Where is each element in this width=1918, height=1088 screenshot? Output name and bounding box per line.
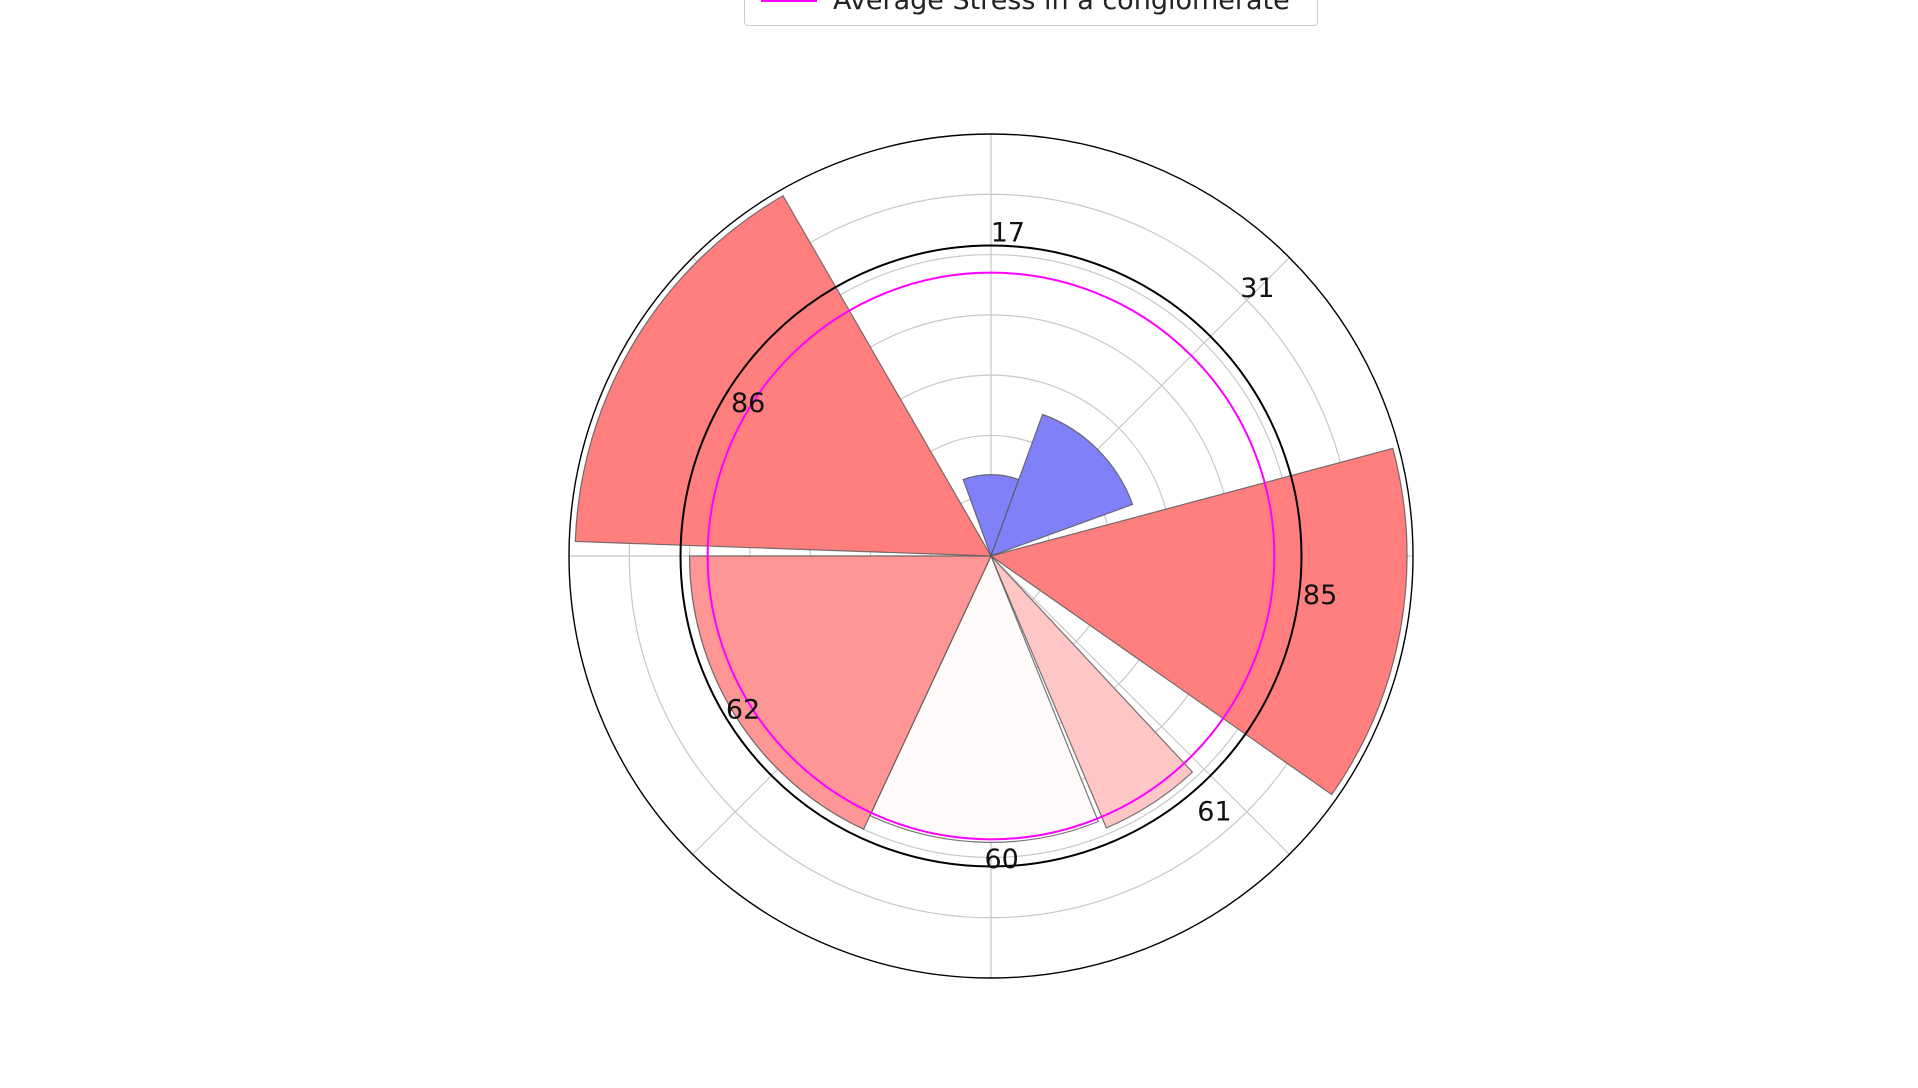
bar-wedge [989,413,1134,558]
bar-value-label: 61 [1197,797,1231,828]
bar-value-label: 86 [731,388,765,419]
bar-value-label: 62 [726,694,760,725]
reference-circle [679,244,1303,868]
reference-circles [568,133,1414,979]
bar-wedge [688,555,992,830]
outer-frame [568,133,1414,979]
bar-wedge [990,555,1194,829]
legend: Average Stress in a conglomerate [744,0,1318,26]
bar-wedge [574,194,993,557]
bar-wedge [869,554,1100,843]
bar-value-label: 60 [984,844,1018,875]
grid-spoke [990,555,1290,855]
legend-line-swatch [761,0,817,2]
average-stress-circle [706,271,1276,841]
bar-labels: 17 31 85 61 60 62 86 [726,217,1337,874]
bar-value-label: 17 [991,217,1025,248]
bar-wedge [989,447,1408,796]
legend-label: Average Stress in a conglomerate [833,0,1290,16]
bar-value-label: 31 [1240,273,1274,304]
bar-value-label: 85 [1303,580,1337,611]
bars [574,194,1408,843]
